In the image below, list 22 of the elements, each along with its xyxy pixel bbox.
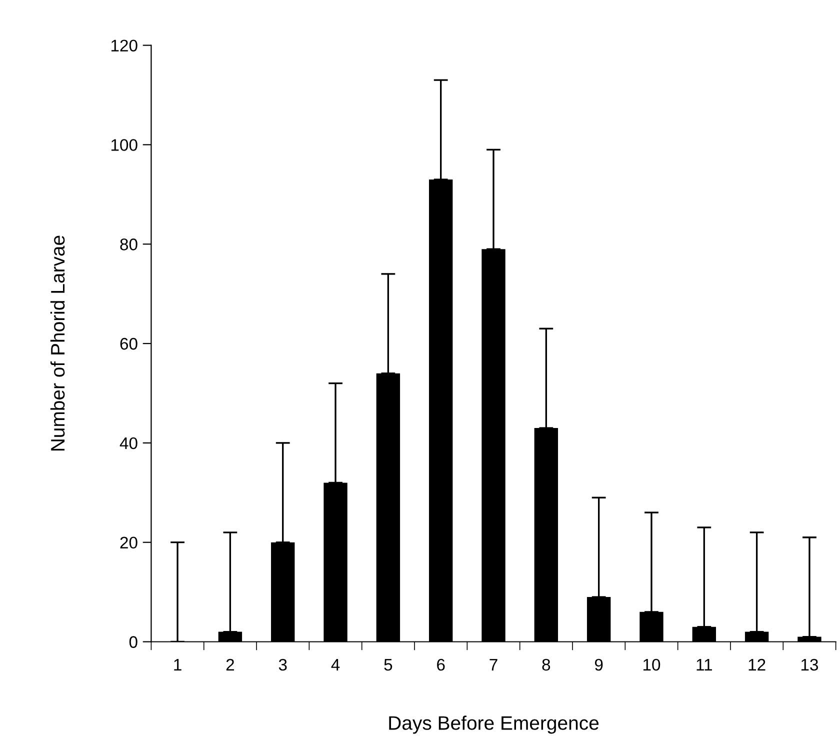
x-tick-label: 8	[542, 658, 550, 671]
x-tick-label: 3	[278, 658, 287, 671]
x-tick-label: 11	[696, 659, 712, 670]
x-tick-label: 2	[226, 658, 234, 670]
x-tick-label: 12	[748, 658, 766, 670]
y-tick-label: 40	[120, 437, 138, 450]
y-axis-title: Number of Phorid Larvae	[50, 236, 65, 451]
y-tick-label: 100	[111, 139, 138, 151]
x-axis-title: Days Before Emergence	[389, 716, 599, 734]
x-tick-label: 13	[801, 658, 818, 671]
x-tick-label: 1	[174, 659, 182, 670]
x-tick-label: 9	[594, 658, 603, 671]
x-tick-label: 10	[643, 658, 660, 671]
y-tick-label: 120	[111, 40, 138, 52]
y-tick-label: 80	[120, 238, 138, 250]
y-tick-label: 0	[129, 636, 138, 648]
x-tick-label: 4	[331, 659, 340, 670]
x-tick-label: 5	[384, 659, 392, 671]
y-tick-label: 20	[120, 536, 138, 549]
x-tick-label: 6	[437, 658, 445, 671]
x-tick-label: 7	[490, 659, 498, 670]
y-tick-label: 60	[120, 338, 138, 350]
